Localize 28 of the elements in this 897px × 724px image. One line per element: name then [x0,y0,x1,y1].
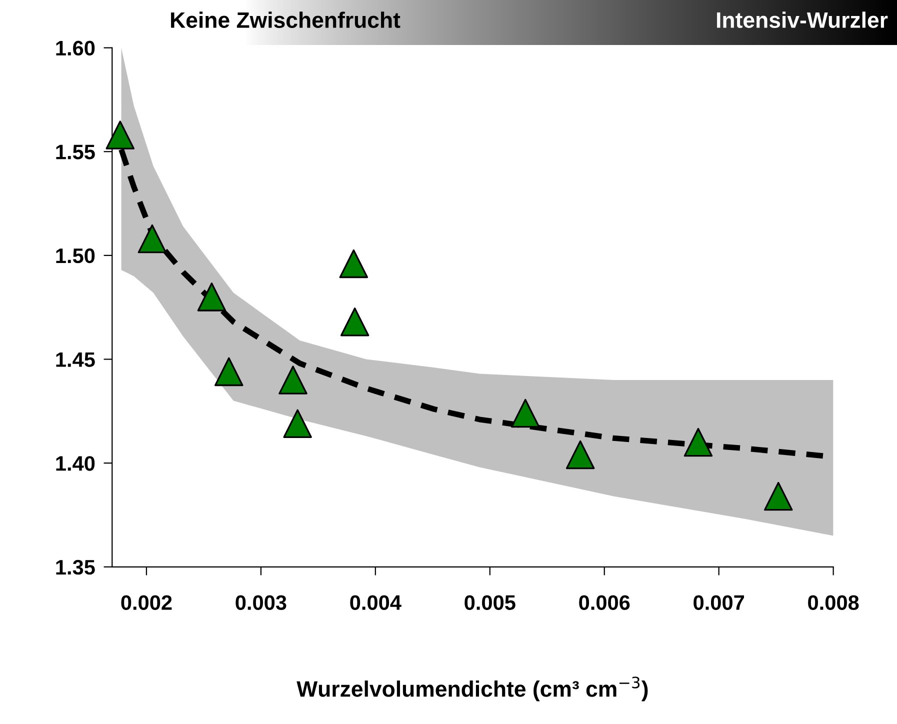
point [214,357,244,386]
x-tick-label: 0.004 [350,595,402,610]
x-tick-label: 0.005 [464,595,516,610]
y-tick-label: 1.55 [56,144,95,160]
point [764,482,793,511]
point [511,398,540,428]
text: Intensiv-Wurzler [717,12,888,28]
x-tick-label: 0.002 [121,595,172,610]
point [340,308,370,336]
x-tick-label: 0.008 [808,595,859,610]
x-tick-label: 0.007 [694,595,744,610]
y-tick-label: 1.50 [56,248,95,264]
text: Keine Zwischenfrucht [171,12,400,28]
y-tick-label: 1.40 [56,456,95,471]
point [197,282,226,312]
point [339,249,368,278]
y-tick-label: 1.60 [56,40,95,56]
x-tick-label: 0.003 [236,595,286,610]
point [138,224,167,254]
y-tick-label: 1.45 [56,352,95,368]
point [684,428,713,457]
x-tick-label: 0.006 [579,595,630,610]
point [566,440,595,470]
point [278,366,308,394]
point [283,409,312,438]
x-axis-title: Wurzelvolumendichte (cm³ cm$^{−3}$) [296,676,648,702]
y-tick-label: 1.35 [56,560,95,575]
point [106,120,135,150]
